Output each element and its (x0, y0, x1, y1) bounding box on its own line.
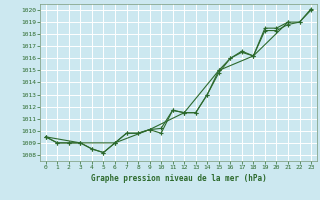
X-axis label: Graphe pression niveau de la mer (hPa): Graphe pression niveau de la mer (hPa) (91, 174, 266, 183)
